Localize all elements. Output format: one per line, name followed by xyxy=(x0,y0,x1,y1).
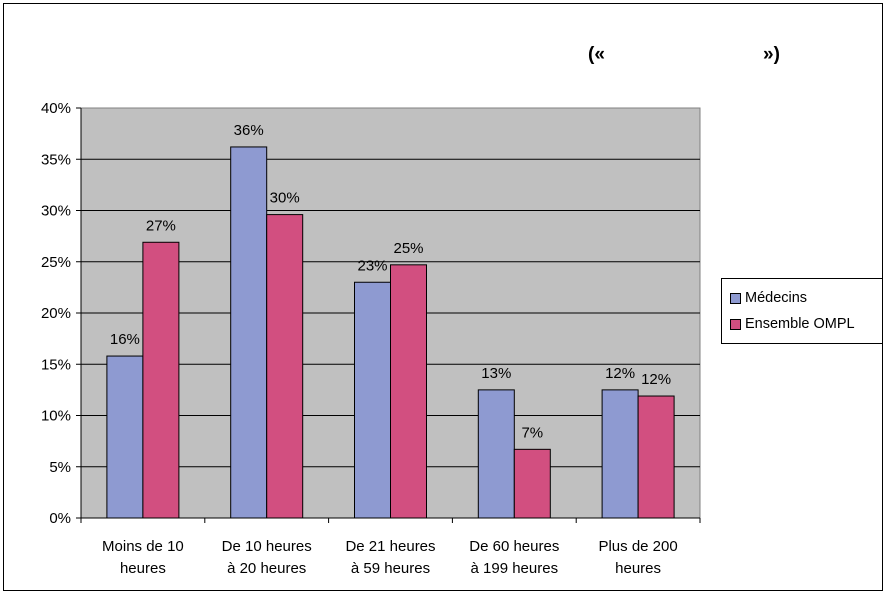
y-tick-label: 35% xyxy=(41,151,71,168)
y-tick-label: 20% xyxy=(41,305,71,322)
legend-label-medecins: Médecins xyxy=(745,290,808,306)
x-category-label: De 60 heures xyxy=(469,538,559,555)
data-label: 36% xyxy=(234,122,264,139)
x-category-label: De 10 heures xyxy=(222,538,312,555)
bar-medecins xyxy=(230,146,268,519)
bar-ensemble-ompl xyxy=(513,448,551,519)
data-label: 16% xyxy=(110,331,140,348)
bar-medecins xyxy=(354,281,391,519)
x-category-label: heures xyxy=(615,560,661,577)
x-category-label: Plus de 200 xyxy=(598,538,677,555)
bar-ensemble-ompl xyxy=(266,214,304,519)
x-category-label: à 199 heures xyxy=(471,560,559,577)
title-close-quote: ») xyxy=(763,44,780,65)
y-tick-label: 25% xyxy=(41,254,71,271)
data-label: 12% xyxy=(641,371,671,388)
data-label: 23% xyxy=(357,257,387,274)
y-tick-label: 40% xyxy=(41,100,71,117)
legend-swatch-ensemble-ompl xyxy=(730,318,741,330)
y-tick-label: 15% xyxy=(41,356,71,373)
data-label: 13% xyxy=(481,365,511,382)
x-category-label: à 59 heures xyxy=(351,560,430,577)
bar-ensemble-ompl xyxy=(390,264,427,519)
bar-ensemble-ompl xyxy=(637,395,675,519)
y-tick-label: 30% xyxy=(41,203,71,220)
x-category-label: De 21 heures xyxy=(345,538,435,555)
legend: Médecins Ensemble OMPL xyxy=(721,278,883,344)
chart-title: (« ») xyxy=(588,44,788,68)
y-tick-label: 10% xyxy=(41,408,71,425)
data-label: 7% xyxy=(521,424,543,441)
legend-swatch-medecins xyxy=(730,292,741,304)
x-category-label: heures xyxy=(120,560,166,577)
data-label: 30% xyxy=(270,190,300,207)
bar-ensemble-ompl xyxy=(142,241,180,519)
x-category-label: Moins de 10 xyxy=(102,538,184,555)
data-label: 12% xyxy=(605,365,635,382)
data-label: 27% xyxy=(146,217,176,234)
bar-medecins xyxy=(477,389,515,519)
legend-item-ensemble-ompl: Ensemble OMPL xyxy=(730,314,855,334)
legend-item-medecins: Médecins xyxy=(730,288,807,308)
bar-medecins xyxy=(106,355,144,519)
title-open-quote: (« xyxy=(588,44,605,65)
y-tick-label: 0% xyxy=(49,510,71,527)
y-tick-label: 5% xyxy=(49,459,71,476)
bar-medecins xyxy=(601,389,639,519)
x-category-label: à 20 heures xyxy=(227,560,306,577)
data-label: 25% xyxy=(393,240,423,257)
legend-label-ensemble-ompl: Ensemble OMPL xyxy=(745,316,855,332)
